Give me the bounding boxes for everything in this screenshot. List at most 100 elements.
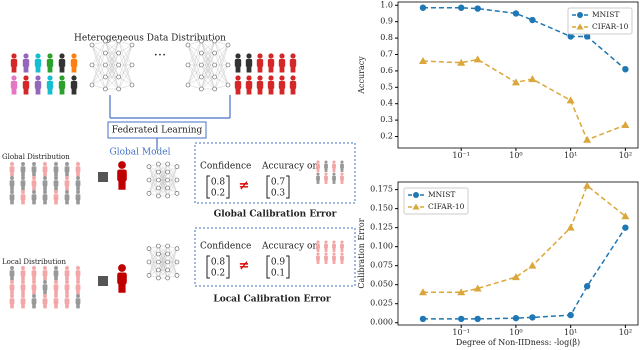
net-edge [158,163,168,197]
person-icon [22,59,30,67]
person-icon [65,266,69,270]
y-axis-label: Accuracy [357,56,366,95]
net-node [174,164,180,169]
fl-box [107,121,207,139]
person-icon [332,163,336,169]
person-icon [71,75,77,81]
person-icon [64,194,70,201]
person-icon [58,81,66,89]
person-icon [278,81,286,89]
net-edge [148,261,159,276]
person-icon [53,270,59,277]
y-tick-label: 0.125 [370,223,393,232]
net-edge [201,76,215,90]
marker [622,224,629,231]
person-icon [65,185,69,191]
person-icon [21,185,25,191]
net-edge [187,40,202,66]
net-edge [214,44,229,78]
x-tick-label: 10⁻¹ [452,328,470,337]
accuracy-label: Accuracy on [261,242,318,252]
person-icon [31,194,37,201]
net-edge [187,44,202,78]
net-edge [148,248,159,271]
marker [529,314,536,321]
person-icon [257,75,263,81]
net-node [199,50,204,56]
net-node [185,82,191,88]
ellipsis: ... [154,45,166,60]
person-icon [256,81,264,89]
person-icon [332,243,336,249]
person-icon [76,294,80,298]
person-icon [316,172,320,176]
net-edge [118,52,133,86]
marker [512,10,520,17]
person-icon [268,88,274,95]
diagram-title: Heterogeneous Data Distribution [74,34,226,44]
net-edge [167,171,178,194]
person-icon [76,162,80,166]
x-tick-label: 10¹ [564,151,577,160]
net-node [174,246,180,251]
person-icon [32,280,36,284]
person-icon [47,88,53,95]
net-node [156,267,161,273]
net-node [185,42,191,48]
net-edge [118,44,133,66]
bracket [266,255,290,279]
net-edge [148,245,159,263]
person-icon [246,75,252,81]
relation: ≠ [239,179,250,194]
person-icon [43,162,47,166]
person-icon [32,199,36,205]
net-edge [187,84,202,90]
marker [622,66,629,73]
net-edge [187,44,202,66]
person-icon [9,284,15,291]
person-icon [279,75,285,81]
person-icon [71,88,77,95]
person-icon [32,185,36,191]
person-icon [47,66,53,73]
person-icon [332,255,336,261]
caption: Local Calibration Error [213,295,330,305]
marker [566,223,575,231]
person-icon [43,171,47,177]
person-icon [290,75,296,81]
marker [583,33,591,40]
net-edge [118,40,133,46]
net-edge [91,64,106,86]
person-icon [42,284,48,291]
person-icon [31,166,37,173]
person-icon [324,180,328,184]
marker [583,135,592,143]
net-edge [148,248,159,263]
net-edge [167,245,178,263]
person-icon [21,294,25,298]
person-icon [53,298,59,305]
person-icon [246,66,252,73]
person-icon [21,171,25,177]
y-tick-label: 0.3 [380,115,393,124]
person-icon [76,303,80,309]
person-icon [35,66,41,73]
person-icon [47,75,53,81]
net-node [146,191,152,196]
person-icon [34,59,42,67]
net-node [89,82,95,88]
person-icon [21,266,25,270]
net-edge [187,76,202,86]
net-edge [105,40,119,90]
net-node [156,251,161,257]
net-node [165,161,170,167]
vector-value: 0.9 [271,258,286,268]
person-icon [10,303,14,309]
net-node [156,177,161,183]
person-icon [75,166,81,173]
person-icon [64,284,70,291]
person-icon [22,81,30,89]
person-icon [54,185,58,191]
person-icon [324,252,328,256]
chart: 0.2 0.3 0.4 0.5 0.6 0.7 0.8 0.9 1.0 10⁻¹ 10⁰ 10¹ 10²… [357,0,639,160]
